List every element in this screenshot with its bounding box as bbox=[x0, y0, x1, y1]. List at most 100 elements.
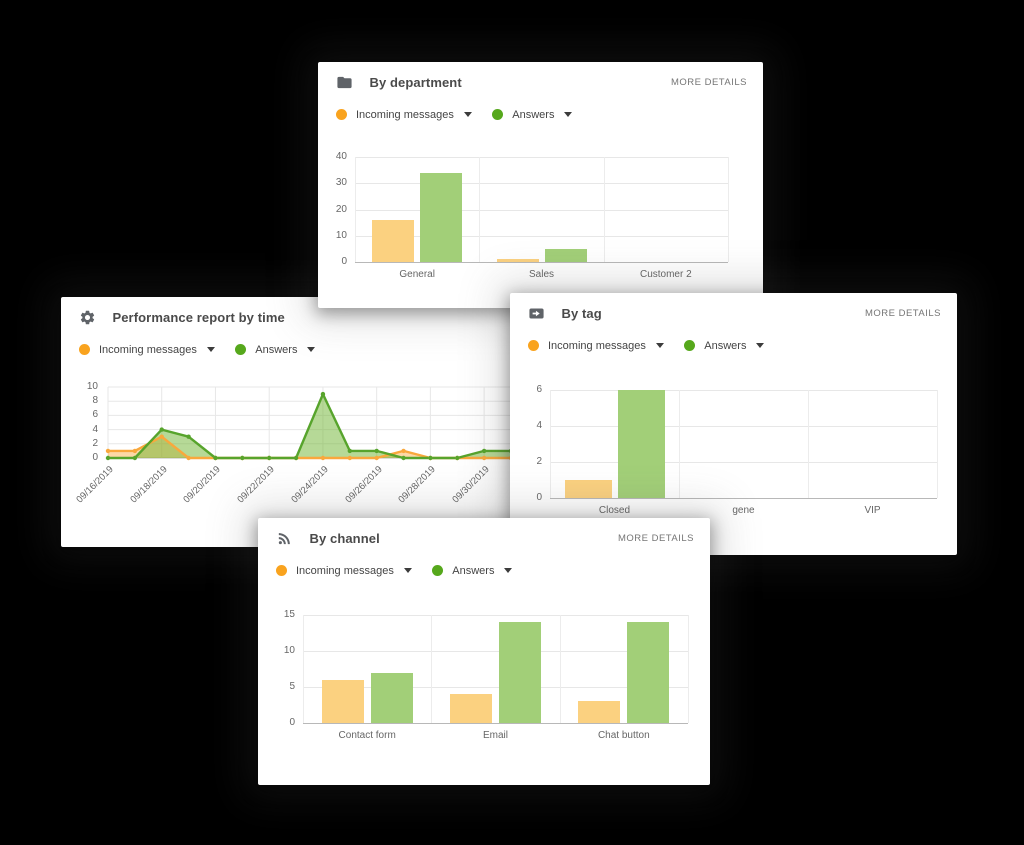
y-tick-label: 15 bbox=[283, 609, 295, 620]
panel-header: Performance report by time bbox=[79, 309, 495, 329]
y-tick-label: 0 bbox=[92, 452, 98, 463]
y-tick-label: 8 bbox=[92, 395, 98, 407]
gridline bbox=[550, 390, 937, 391]
chevron-down-icon[interactable] bbox=[307, 347, 316, 353]
chevron-down-icon[interactable] bbox=[564, 112, 573, 118]
gridline bbox=[303, 615, 688, 616]
chevron-down-icon[interactable] bbox=[655, 343, 664, 349]
y-tick-label: 0 bbox=[341, 256, 347, 267]
chevron-down-icon[interactable] bbox=[403, 568, 412, 574]
gear-icon bbox=[79, 309, 96, 326]
answers-label: Answers bbox=[452, 564, 495, 577]
y-tick-label: 30 bbox=[335, 177, 347, 189]
gridline bbox=[431, 615, 433, 723]
gridline bbox=[303, 615, 304, 723]
x-date-label: 09/24/2019 bbox=[289, 464, 331, 506]
incoming-messages-dot bbox=[79, 344, 90, 356]
chevron-down-icon[interactable] bbox=[206, 347, 215, 353]
panel-by-channel: By channel MORE DETAILS Incoming message… bbox=[258, 518, 710, 785]
chevron-down-icon[interactable] bbox=[504, 568, 513, 574]
y-tick-label: 4 bbox=[536, 420, 542, 431]
gridline bbox=[808, 390, 809, 498]
chart-legend: Incoming messages Answers bbox=[276, 562, 528, 577]
y-tick-label: 0 bbox=[536, 492, 542, 503]
y-tick-label: 0 bbox=[289, 717, 295, 728]
gridline bbox=[937, 390, 938, 498]
y-tick-label: 10 bbox=[335, 229, 347, 241]
bar-incoming-messages bbox=[450, 694, 492, 723]
more-details-link[interactable]: MORE DETAILS bbox=[617, 533, 694, 544]
x-category-label: Sales bbox=[528, 269, 554, 280]
by-department-bar-chart: 0 10 20 30 40 General Sales Customer 2 bbox=[318, 151, 763, 302]
incoming-messages-label: Incoming messages bbox=[99, 343, 197, 356]
incoming-messages-label: Incoming messages bbox=[296, 564, 394, 577]
gridline bbox=[303, 723, 688, 724]
bar-answers bbox=[617, 390, 665, 498]
y-tick-label: 4 bbox=[92, 423, 98, 435]
answers-label: Answers bbox=[704, 339, 747, 352]
chevron-down-icon[interactable] bbox=[463, 112, 472, 118]
more-details-link[interactable]: MORE DETAILS bbox=[864, 308, 941, 319]
panel-title: By channel bbox=[309, 531, 380, 547]
x-category-label: VIP bbox=[864, 505, 881, 516]
gridline bbox=[355, 235, 728, 237]
x-date-label: 09/16/2019 bbox=[74, 464, 116, 506]
panel-title: Performance report by time bbox=[112, 310, 285, 326]
y-tick-label: 10 bbox=[86, 381, 98, 392]
bar-incoming-messages bbox=[372, 220, 415, 262]
gridline bbox=[728, 157, 729, 262]
x-date-label: 09/20/2019 bbox=[181, 464, 224, 506]
x-category-label: Closed bbox=[598, 505, 631, 516]
answers-label: Answers bbox=[512, 108, 555, 121]
chevron-down-icon[interactable] bbox=[756, 343, 765, 349]
gridline bbox=[550, 390, 551, 498]
x-category-label: Customer 2 bbox=[639, 269, 692, 280]
y-tick-label: 10 bbox=[283, 645, 295, 656]
gridline bbox=[355, 183, 728, 185]
gridline bbox=[355, 262, 728, 263]
x-date-label: 09/22/2019 bbox=[235, 464, 277, 506]
folder-icon bbox=[336, 74, 353, 91]
incoming-messages-label: Incoming messages bbox=[356, 108, 454, 121]
answers-dot bbox=[492, 109, 504, 121]
panel-header: By tag MORE DETAILS bbox=[528, 305, 941, 325]
panel-title: By department bbox=[369, 75, 462, 91]
bar-answers bbox=[420, 172, 463, 262]
performance-time-series-chart: 0 2 4 6 8 10 09/16/2019 09/18/2019 09/20/2019 09/… bbox=[61, 381, 511, 547]
answers-dot bbox=[684, 340, 696, 352]
answers-label: Answers bbox=[255, 343, 298, 356]
gridline bbox=[550, 462, 937, 463]
x-category-label: Email bbox=[482, 730, 508, 741]
x-category-label: Chat button bbox=[597, 730, 650, 741]
incoming-messages-dot bbox=[276, 565, 287, 577]
gridline bbox=[603, 157, 605, 262]
bar-incoming-messages bbox=[564, 480, 612, 498]
chart-legend: Incoming messages Answers bbox=[336, 106, 588, 121]
gridline bbox=[550, 498, 937, 499]
x-date-label: 09/30/2019 bbox=[450, 464, 492, 506]
chart-legend: Incoming messages Answers bbox=[528, 337, 780, 352]
chart-legend: Incoming messages Answers bbox=[79, 341, 331, 356]
y-tick-label: 20 bbox=[335, 203, 347, 215]
bar-incoming-messages bbox=[321, 679, 364, 723]
more-details-link[interactable]: MORE DETAILS bbox=[670, 77, 747, 88]
panel-by-department: By department MORE DETAILS Incoming mess… bbox=[318, 62, 763, 308]
bar-answers bbox=[370, 672, 413, 723]
incoming-messages-dot bbox=[528, 340, 539, 352]
gridline bbox=[303, 651, 688, 652]
gridline bbox=[479, 157, 481, 262]
by-channel-bar-chart: 0 5 10 15 Contact form Email Chat button bbox=[258, 609, 710, 765]
rss-channel-icon bbox=[276, 530, 293, 547]
gridline bbox=[688, 615, 689, 723]
y-tick-label: 5 bbox=[289, 681, 295, 692]
gridline bbox=[550, 426, 937, 427]
bar-incoming-messages bbox=[578, 701, 621, 723]
gridline bbox=[559, 615, 561, 723]
panel-by-tag: By tag MORE DETAILS Incoming messages An… bbox=[510, 293, 957, 555]
answers-dot bbox=[235, 344, 247, 356]
by-tag-bar-chart: 0 2 4 6 Closed gene VIP bbox=[510, 384, 957, 540]
gridline bbox=[355, 209, 728, 211]
incoming-messages-label: Incoming messages bbox=[548, 339, 646, 352]
panel-title: By tag bbox=[561, 306, 602, 322]
